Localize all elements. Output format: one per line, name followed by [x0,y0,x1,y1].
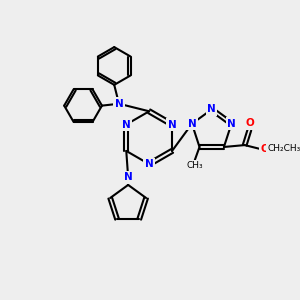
Text: N: N [168,119,176,130]
Text: N: N [145,159,154,169]
Text: N: N [207,104,216,114]
Text: CH₃: CH₃ [187,161,203,170]
Text: N: N [124,172,133,182]
Text: N: N [115,99,123,109]
Text: CH₂CH₃: CH₂CH₃ [268,144,300,153]
Text: O: O [260,144,269,154]
Text: N: N [188,119,196,129]
Text: N: N [122,119,130,130]
Text: O: O [245,118,254,128]
Text: N: N [227,119,236,129]
